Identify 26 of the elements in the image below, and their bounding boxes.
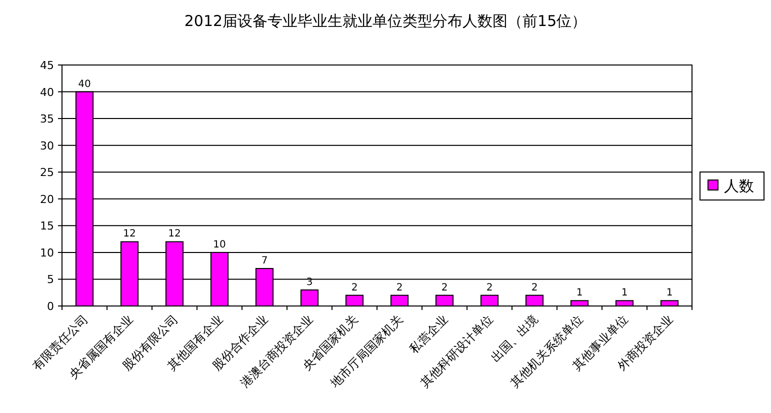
data-label: 2 xyxy=(351,282,358,294)
chart-title: 2012届设备专业毕业生就业单位类型分布人数图（前15位） xyxy=(184,12,587,30)
data-label: 7 xyxy=(261,256,268,267)
y-tick-label: 10 xyxy=(40,246,54,260)
data-label: 2 xyxy=(396,282,403,294)
y-tick-label: 35 xyxy=(40,112,54,126)
y-tick-label: 45 xyxy=(40,59,54,72)
data-label: 2 xyxy=(441,282,448,294)
data-label: 1 xyxy=(666,288,673,299)
y-tick-label: 40 xyxy=(40,86,54,99)
y-tick-label: 25 xyxy=(40,166,54,180)
y-tick-label: 5 xyxy=(47,273,54,286)
data-label: 1 xyxy=(576,288,583,299)
y-tick-label: 20 xyxy=(40,192,54,206)
data-label: 2 xyxy=(531,282,538,294)
y-tick-label: 15 xyxy=(40,220,54,233)
data-label: 2 xyxy=(486,282,493,294)
y-tick-label: 30 xyxy=(40,139,54,152)
y-tick-label: 0 xyxy=(47,300,54,313)
legend-label: 人数 xyxy=(724,177,754,195)
data-label: 10 xyxy=(213,239,226,250)
data-label: 3 xyxy=(306,276,313,288)
data-label: 12 xyxy=(123,228,136,240)
data-label: 40 xyxy=(78,78,91,90)
data-label: 12 xyxy=(168,228,181,240)
data-label: 1 xyxy=(621,288,628,299)
